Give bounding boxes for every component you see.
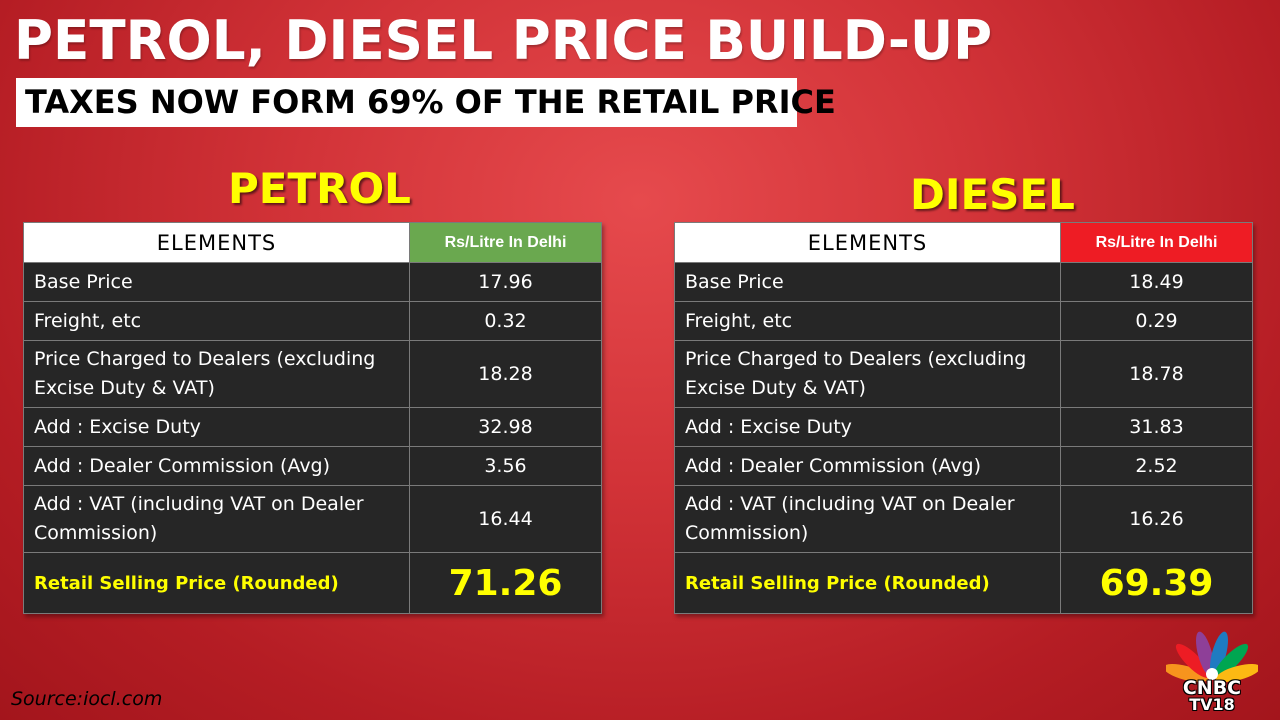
table-header-row: ELEMENTS Rs/Litre In Delhi <box>674 222 1253 263</box>
elements-column-header: ELEMENTS <box>23 222 410 263</box>
row-label: Freight, etc <box>674 301 1061 341</box>
table-row: Base Price 18.49 <box>674 262 1253 302</box>
row-value: 18.78 <box>1060 340 1253 408</box>
row-value: 0.29 <box>1060 301 1253 341</box>
price-column-header: Rs/Litre In Delhi <box>409 222 602 263</box>
row-label: Add : Excise Duty <box>23 407 410 447</box>
total-row: Retail Selling Price (Rounded) 69.39 <box>674 552 1253 614</box>
total-label: Retail Selling Price (Rounded) <box>23 552 410 614</box>
row-value: 32.98 <box>409 407 602 447</box>
logo-tv18-text: TV18 <box>1189 695 1235 714</box>
table-row: Add : Dealer Commission (Avg) 3.56 <box>23 446 602 486</box>
row-label: Add : Dealer Commission (Avg) <box>674 446 1061 486</box>
total-label: Retail Selling Price (Rounded) <box>674 552 1061 614</box>
table-header-row: ELEMENTS Rs/Litre In Delhi <box>23 222 602 263</box>
row-value: 16.44 <box>409 485 602 553</box>
diesel-price-table: ELEMENTS Rs/Litre In Delhi Base Price 18… <box>674 222 1253 614</box>
row-label: Freight, etc <box>23 301 410 341</box>
row-value: 2.52 <box>1060 446 1253 486</box>
row-value: 31.83 <box>1060 407 1253 447</box>
table-row: Price Charged to Dealers (excluding Exci… <box>674 340 1253 408</box>
table-row: Add : VAT (including VAT on Dealer Commi… <box>23 485 602 553</box>
table-row: Add : VAT (including VAT on Dealer Commi… <box>674 485 1253 553</box>
row-label: Price Charged to Dealers (excluding Exci… <box>23 340 410 408</box>
row-value: 17.96 <box>409 262 602 302</box>
row-label: Add : Excise Duty <box>674 407 1061 447</box>
total-value: 69.39 <box>1060 552 1253 614</box>
row-label: Add : VAT (including VAT on Dealer Commi… <box>674 485 1061 553</box>
table-row: Freight, etc 0.32 <box>23 301 602 341</box>
cnbc-tv18-logo: CNBC TV18 <box>1166 630 1258 716</box>
table-row: Base Price 17.96 <box>23 262 602 302</box>
row-value: 0.32 <box>409 301 602 341</box>
row-label: Add : VAT (including VAT on Dealer Commi… <box>23 485 410 553</box>
petrol-heading: PETROL <box>228 164 411 213</box>
row-value: 18.49 <box>1060 262 1253 302</box>
row-value: 16.26 <box>1060 485 1253 553</box>
logo-cnbc-text: CNBC <box>1182 677 1242 699</box>
table-row: Add : Excise Duty 31.83 <box>674 407 1253 447</box>
row-value: 18.28 <box>409 340 602 408</box>
source-credit: Source:iocl.com <box>11 688 163 710</box>
diesel-heading: DIESEL <box>910 170 1075 219</box>
row-label: Base Price <box>23 262 410 302</box>
table-row: Add : Excise Duty 32.98 <box>23 407 602 447</box>
row-label: Add : Dealer Commission (Avg) <box>23 446 410 486</box>
peacock-icon <box>1166 631 1258 682</box>
table-row: Freight, etc 0.29 <box>674 301 1253 341</box>
table-row: Price Charged to Dealers (excluding Exci… <box>23 340 602 408</box>
total-value: 71.26 <box>409 552 602 614</box>
elements-column-header: ELEMENTS <box>674 222 1061 263</box>
price-column-header: Rs/Litre In Delhi <box>1060 222 1253 263</box>
subtitle-banner: TAXES NOW FORM 69% OF THE RETAIL PRICE <box>16 78 836 127</box>
row-label: Price Charged to Dealers (excluding Exci… <box>674 340 1061 408</box>
petrol-price-table: ELEMENTS Rs/Litre In Delhi Base Price 17… <box>23 222 602 614</box>
row-label: Base Price <box>674 262 1061 302</box>
page-title: PETROL, DIESEL PRICE BUILD-UP <box>14 9 993 72</box>
total-row: Retail Selling Price (Rounded) 71.26 <box>23 552 602 614</box>
row-value: 3.56 <box>409 446 602 486</box>
table-row: Add : Dealer Commission (Avg) 2.52 <box>674 446 1253 486</box>
